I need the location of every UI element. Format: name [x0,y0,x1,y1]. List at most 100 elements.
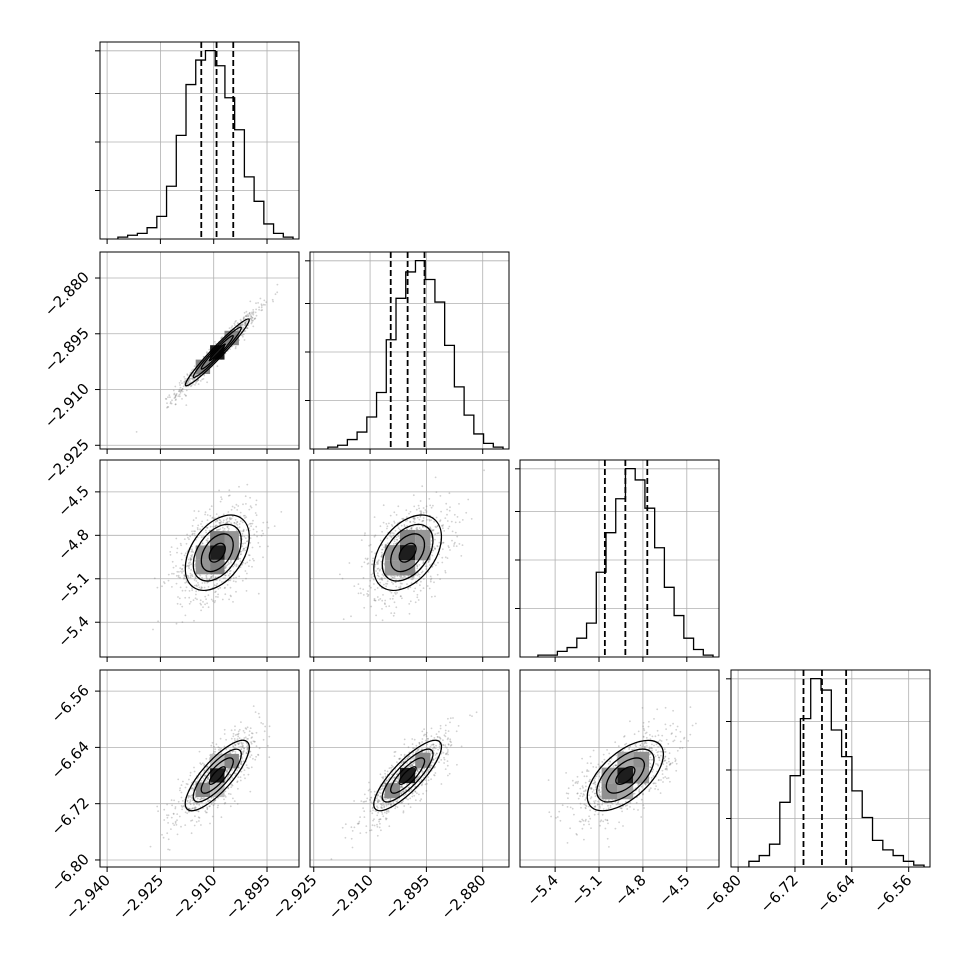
hist-bin-2-8 [616,499,626,657]
scatter-point [244,322,246,325]
scatter-point [170,402,173,405]
scatter-point [383,546,385,549]
scatter-point [419,799,422,802]
scatter-point [188,807,190,810]
scatter-point [135,431,138,433]
contour-1-0-1 [200,334,234,370]
scatter-point [176,570,179,573]
scatter-point [166,803,169,806]
scatter-point [643,729,646,732]
scatter-point [168,394,171,397]
scatter-point [390,575,393,578]
scatter-point [230,326,233,329]
scatter-point [230,729,233,732]
scatter-point [234,751,237,753]
scatter-point [430,519,433,521]
scatter-point [427,738,429,740]
scatter-point [372,819,374,822]
scatter-point [439,738,442,740]
scatter-point [184,378,187,380]
scatter-point [430,539,433,542]
scatter-point [233,522,236,524]
scatter-point [376,574,379,577]
scatter-point [245,546,248,549]
scatter-point [429,526,431,529]
scatter-point [220,747,223,750]
scatter-point [191,819,194,822]
scatter-point [392,583,394,585]
scatter-point [207,776,210,779]
scatter-point [375,570,377,572]
scatter-point [171,572,173,575]
scatter-point [475,711,478,714]
scatter-point [250,316,253,318]
scatter-point [448,509,451,512]
scatter-point [445,753,447,756]
scatter-point [196,528,199,531]
scatter-point [251,565,253,568]
scatter-point [169,396,171,399]
scatter-point [365,831,368,834]
scatter-point [587,770,590,772]
scatter-point [614,764,617,767]
scatter-point [444,724,447,727]
scatter-point [214,799,217,802]
scatter-point [454,541,456,544]
scatter-point [353,826,356,829]
contour-1-0-0 [208,343,226,362]
scatter-point [435,516,438,519]
scatter-point [193,801,196,804]
scatter-point [219,737,222,740]
hist-bin-2-3 [567,648,577,657]
scatter-point [193,510,196,512]
scatter-point [386,779,388,782]
scatter-point [430,735,433,738]
scatter-point [366,558,369,561]
scatter-point [386,527,388,530]
scatter-point [188,778,190,781]
scatter-point [206,771,209,774]
scatter-point [368,544,371,547]
scatter-point [202,798,205,800]
scatter-point [236,322,239,324]
scatter-point [389,532,392,535]
scatter-point [449,721,451,724]
scatter-point [385,585,387,588]
hist-bin-2-2 [557,651,567,657]
scatter-point [435,733,438,735]
scatter-point [268,735,271,738]
scatter-point [239,566,242,568]
scatter-point [195,584,198,587]
scatter-point [179,576,181,579]
scatter-point [428,519,431,522]
scatter-point [431,761,433,764]
scatter-point [614,764,617,767]
scatter-point [396,781,399,784]
scatter-point [588,794,590,797]
scatter-point [176,833,179,836]
scatter-point [675,728,678,731]
scatter-point [348,562,351,564]
scatter-point [583,803,586,806]
scatter-point [239,318,242,321]
scatter-point [438,730,440,733]
scatter-point [385,779,388,782]
scatter-point [400,576,402,579]
scatter-point [440,759,443,761]
scatter-point [393,612,396,615]
scatter-point [390,766,393,769]
scatter-point [182,564,185,567]
scatter-point [186,800,189,803]
scatter-point [255,314,258,317]
scatter-point [676,725,679,728]
scatter-point [248,734,251,736]
scatter-point [235,320,237,322]
scatter-point [424,783,427,786]
scatter-point [410,788,413,791]
scatter-point [379,795,382,798]
scatter-point [453,545,455,547]
scatter-point [379,792,382,794]
scatter-point [583,775,586,778]
scatter-point [432,529,435,532]
scatter-point [200,587,203,590]
